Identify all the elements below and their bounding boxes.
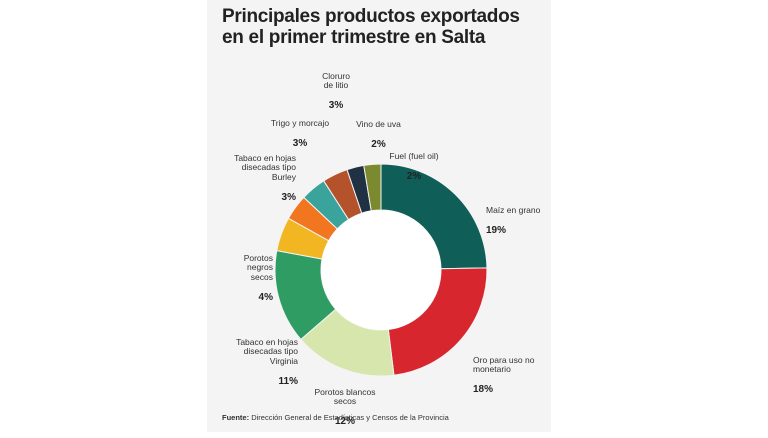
label-trigo: Trigo y morcajo 3% <box>270 117 330 149</box>
title-line-1: Principales productos exportados <box>222 6 520 27</box>
title-line-2: en el primer trimestre en Salta <box>222 27 486 48</box>
label-fuel: Fuel (fuel oil) 2% <box>389 150 439 182</box>
label-maiz: Maíz en grano 19% <box>486 204 541 236</box>
source-label: Fuente: <box>222 413 250 422</box>
label-oro: Oro para uso no monetario 18% <box>473 354 535 395</box>
label-tabaco-burley: Tabaco en hojas disecadas tipo Burley 3% <box>234 152 296 203</box>
label-cloruro: Cloruro de litio 3% <box>322 70 350 111</box>
label-vino: Vino de uva 2% <box>356 118 401 150</box>
donut-hole <box>321 210 441 330</box>
chart-title: Principales productos exportados en el p… <box>222 6 552 48</box>
label-tabaco-virginia: Tabaco en hojas disecadas tipo Virginia … <box>236 336 298 387</box>
label-porotos-negros: Porotos negros secos 4% <box>243 252 273 303</box>
source-note: Fuente: Dirección General de Estadística… <box>222 413 449 422</box>
label-porotos-blancos: Porotos blancos secos 12% <box>314 386 376 427</box>
source-text: Dirección General de Estadísticas y Cens… <box>251 413 449 422</box>
